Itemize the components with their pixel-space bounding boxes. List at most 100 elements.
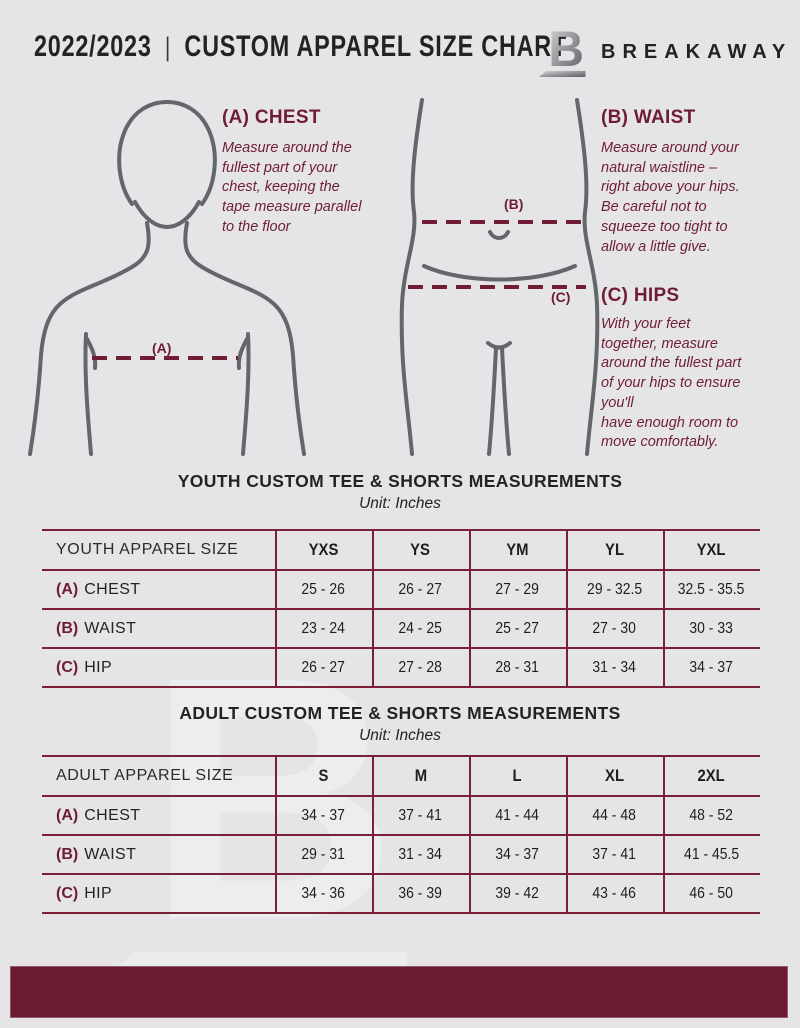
measurement-cell: 36 - 39 <box>398 884 443 902</box>
measurement-cell: 30 - 33 <box>689 619 734 637</box>
hips-instruction-heading: (C) HIPS <box>601 285 680 306</box>
measurement-cell: 34 - 37 <box>689 658 734 676</box>
measurement-cell: 28 - 31 <box>495 658 540 676</box>
measurement-cell: 31 - 34 <box>398 845 443 863</box>
youth-chest-row: (A) CHEST 25 - 26 26 - 27 27 - 29 29 - 32… <box>42 571 760 610</box>
measurement-cell: 34 - 36 <box>301 884 346 902</box>
adult-hip-row: (C) HIP 34 - 36 36 - 39 39 - 42 43 - 46 4… <box>42 875 760 912</box>
table-divider <box>566 531 568 686</box>
chest-instruction-heading: (A) CHEST <box>222 107 321 128</box>
measurement-cell: 27 - 30 <box>592 619 637 637</box>
table-divider <box>469 531 471 686</box>
measurement-cell: 43 - 46 <box>592 884 637 902</box>
figure-right-outline <box>575 98 600 456</box>
figure-hip-crease <box>422 264 577 282</box>
size-column-header: YL <box>605 540 624 559</box>
size-column-header: YS <box>410 540 431 559</box>
brand-name: BREAKAWAY <box>601 41 793 63</box>
measurement-cell: 25 - 27 <box>495 619 540 637</box>
chest-marker-label: (A) <box>152 340 172 356</box>
size-column-header: YXS <box>308 540 339 559</box>
measurement-cell: 31 - 34 <box>592 658 637 676</box>
measurement-cell: 29 - 32.5 <box>586 580 643 598</box>
figure-left-armpit <box>85 337 98 370</box>
waist-instruction-body: Measure around your natural waistline – … <box>601 140 740 255</box>
adult-size-header-cell: ADULT APPAREL SIZE <box>42 757 275 795</box>
measurement-cell: 44 - 48 <box>592 806 637 824</box>
youth-table-header-row: YOUTH APPAREL SIZE YXS YS YM YL YXL <box>42 531 760 571</box>
adult-section-title: ADULT CUSTOM TEE & SHORTS MEASUREMENTS <box>179 703 621 723</box>
measurement-cell: 24 - 25 <box>398 619 443 637</box>
adult-waist-row: (B) WAIST 29 - 31 31 - 34 34 - 37 37 - 41… <box>42 836 760 875</box>
size-column-header: M <box>414 766 427 785</box>
figure-left-inner-leg <box>487 346 498 456</box>
measurement-cell: 48 - 52 <box>689 806 734 824</box>
title-text: CUSTOM APPAREL SIZE CHART <box>184 30 568 63</box>
table-divider <box>566 757 568 912</box>
figure-head <box>117 100 217 206</box>
size-column-header: YM <box>506 540 529 559</box>
youth-unit-label: Unit: Inches <box>359 495 441 512</box>
figure-crotch <box>486 341 512 350</box>
figure-right-shoulder-arm <box>183 221 306 456</box>
row-label-cell: (C) HIP <box>56 884 113 902</box>
size-column-header: L <box>512 766 523 785</box>
measurement-cell: 26 - 27 <box>398 580 443 598</box>
figure-left-inner-arm <box>83 332 93 456</box>
title-separator: | <box>164 31 172 62</box>
breakaway-logo-icon: B <box>538 21 586 78</box>
logo-letter: B <box>548 21 584 77</box>
waist-instruction-heading: (B) WAIST <box>601 107 696 128</box>
measurement-cell: 41 - 45.5 <box>683 845 740 863</box>
row-label-cell: (C) HIP <box>56 658 113 676</box>
measurement-cell: 25 - 26 <box>301 580 346 598</box>
figure-navel <box>488 230 510 240</box>
size-column-header: XL <box>605 766 624 785</box>
youth-size-header-label: YOUTH APPAREL SIZE <box>56 541 239 558</box>
measurement-cell: 37 - 41 <box>398 806 443 824</box>
measurement-cell: 34 - 37 <box>301 806 346 824</box>
figure-left-shoulder-arm <box>28 221 151 456</box>
youth-hip-row: (C) HIP 26 - 27 27 - 28 28 - 31 31 - 34 3… <box>42 649 760 686</box>
table-divider <box>469 757 471 912</box>
youth-waist-row: (B) WAIST 23 - 24 24 - 25 25 - 27 27 - 30… <box>42 610 760 649</box>
table-divider <box>372 531 374 686</box>
figure-left-outline <box>399 98 424 456</box>
figure-chin <box>133 200 201 229</box>
adult-size-table: ADULT APPAREL SIZE S M L XL 2XL (A) CHEST… <box>42 755 760 914</box>
measurement-cell: 46 - 50 <box>689 884 734 902</box>
page-title: 2022/2023 | CUSTOM APPAREL SIZE CHART <box>34 30 567 64</box>
measurement-cell: 23 - 24 <box>301 619 346 637</box>
table-divider <box>275 757 277 912</box>
youth-size-table: YOUTH APPAREL SIZE YXS YS YM YL YXL (A) C… <box>42 529 760 688</box>
adult-size-header-label: ADULT APPAREL SIZE <box>56 767 234 784</box>
title-year: 2022/2023 <box>34 30 152 63</box>
measurement-cell: 27 - 29 <box>495 580 540 598</box>
figure-right-inner-leg <box>500 346 511 456</box>
chest-instruction-body: Measure around the fullest part of your … <box>222 140 362 235</box>
adult-chest-row: (A) CHEST 34 - 37 37 - 41 41 - 44 44 - 48… <box>42 797 760 836</box>
measurement-cell: 39 - 42 <box>495 884 540 902</box>
figure-right-armpit <box>236 337 249 370</box>
adult-unit-label: Unit: Inches <box>359 727 441 744</box>
size-column-header: 2XL <box>697 766 726 785</box>
logo-underline <box>538 70 586 78</box>
table-divider <box>275 531 277 686</box>
measurement-cell: 27 - 28 <box>398 658 443 676</box>
measurement-cell: 41 - 44 <box>495 806 540 824</box>
footer-bar <box>10 966 788 1018</box>
figure-right-inner-arm <box>241 332 251 456</box>
youth-size-header-cell: YOUTH APPAREL SIZE <box>42 531 275 569</box>
adult-table-header-row: ADULT APPAREL SIZE S M L XL 2XL <box>42 757 760 797</box>
row-label-cell: (A) CHEST <box>56 580 141 598</box>
hips-instruction-body: With your feet together, measure around … <box>601 316 742 451</box>
table-divider <box>372 757 374 912</box>
row-label-cell: (A) CHEST <box>56 806 141 824</box>
row-label-cell: (B) WAIST <box>56 845 137 863</box>
watermark-letter: B <box>147 606 397 992</box>
size-column-header: S <box>318 766 329 785</box>
measurement-cell: 34 - 37 <box>495 845 540 863</box>
table-divider <box>663 531 665 686</box>
measurement-cell: 29 - 31 <box>301 845 346 863</box>
